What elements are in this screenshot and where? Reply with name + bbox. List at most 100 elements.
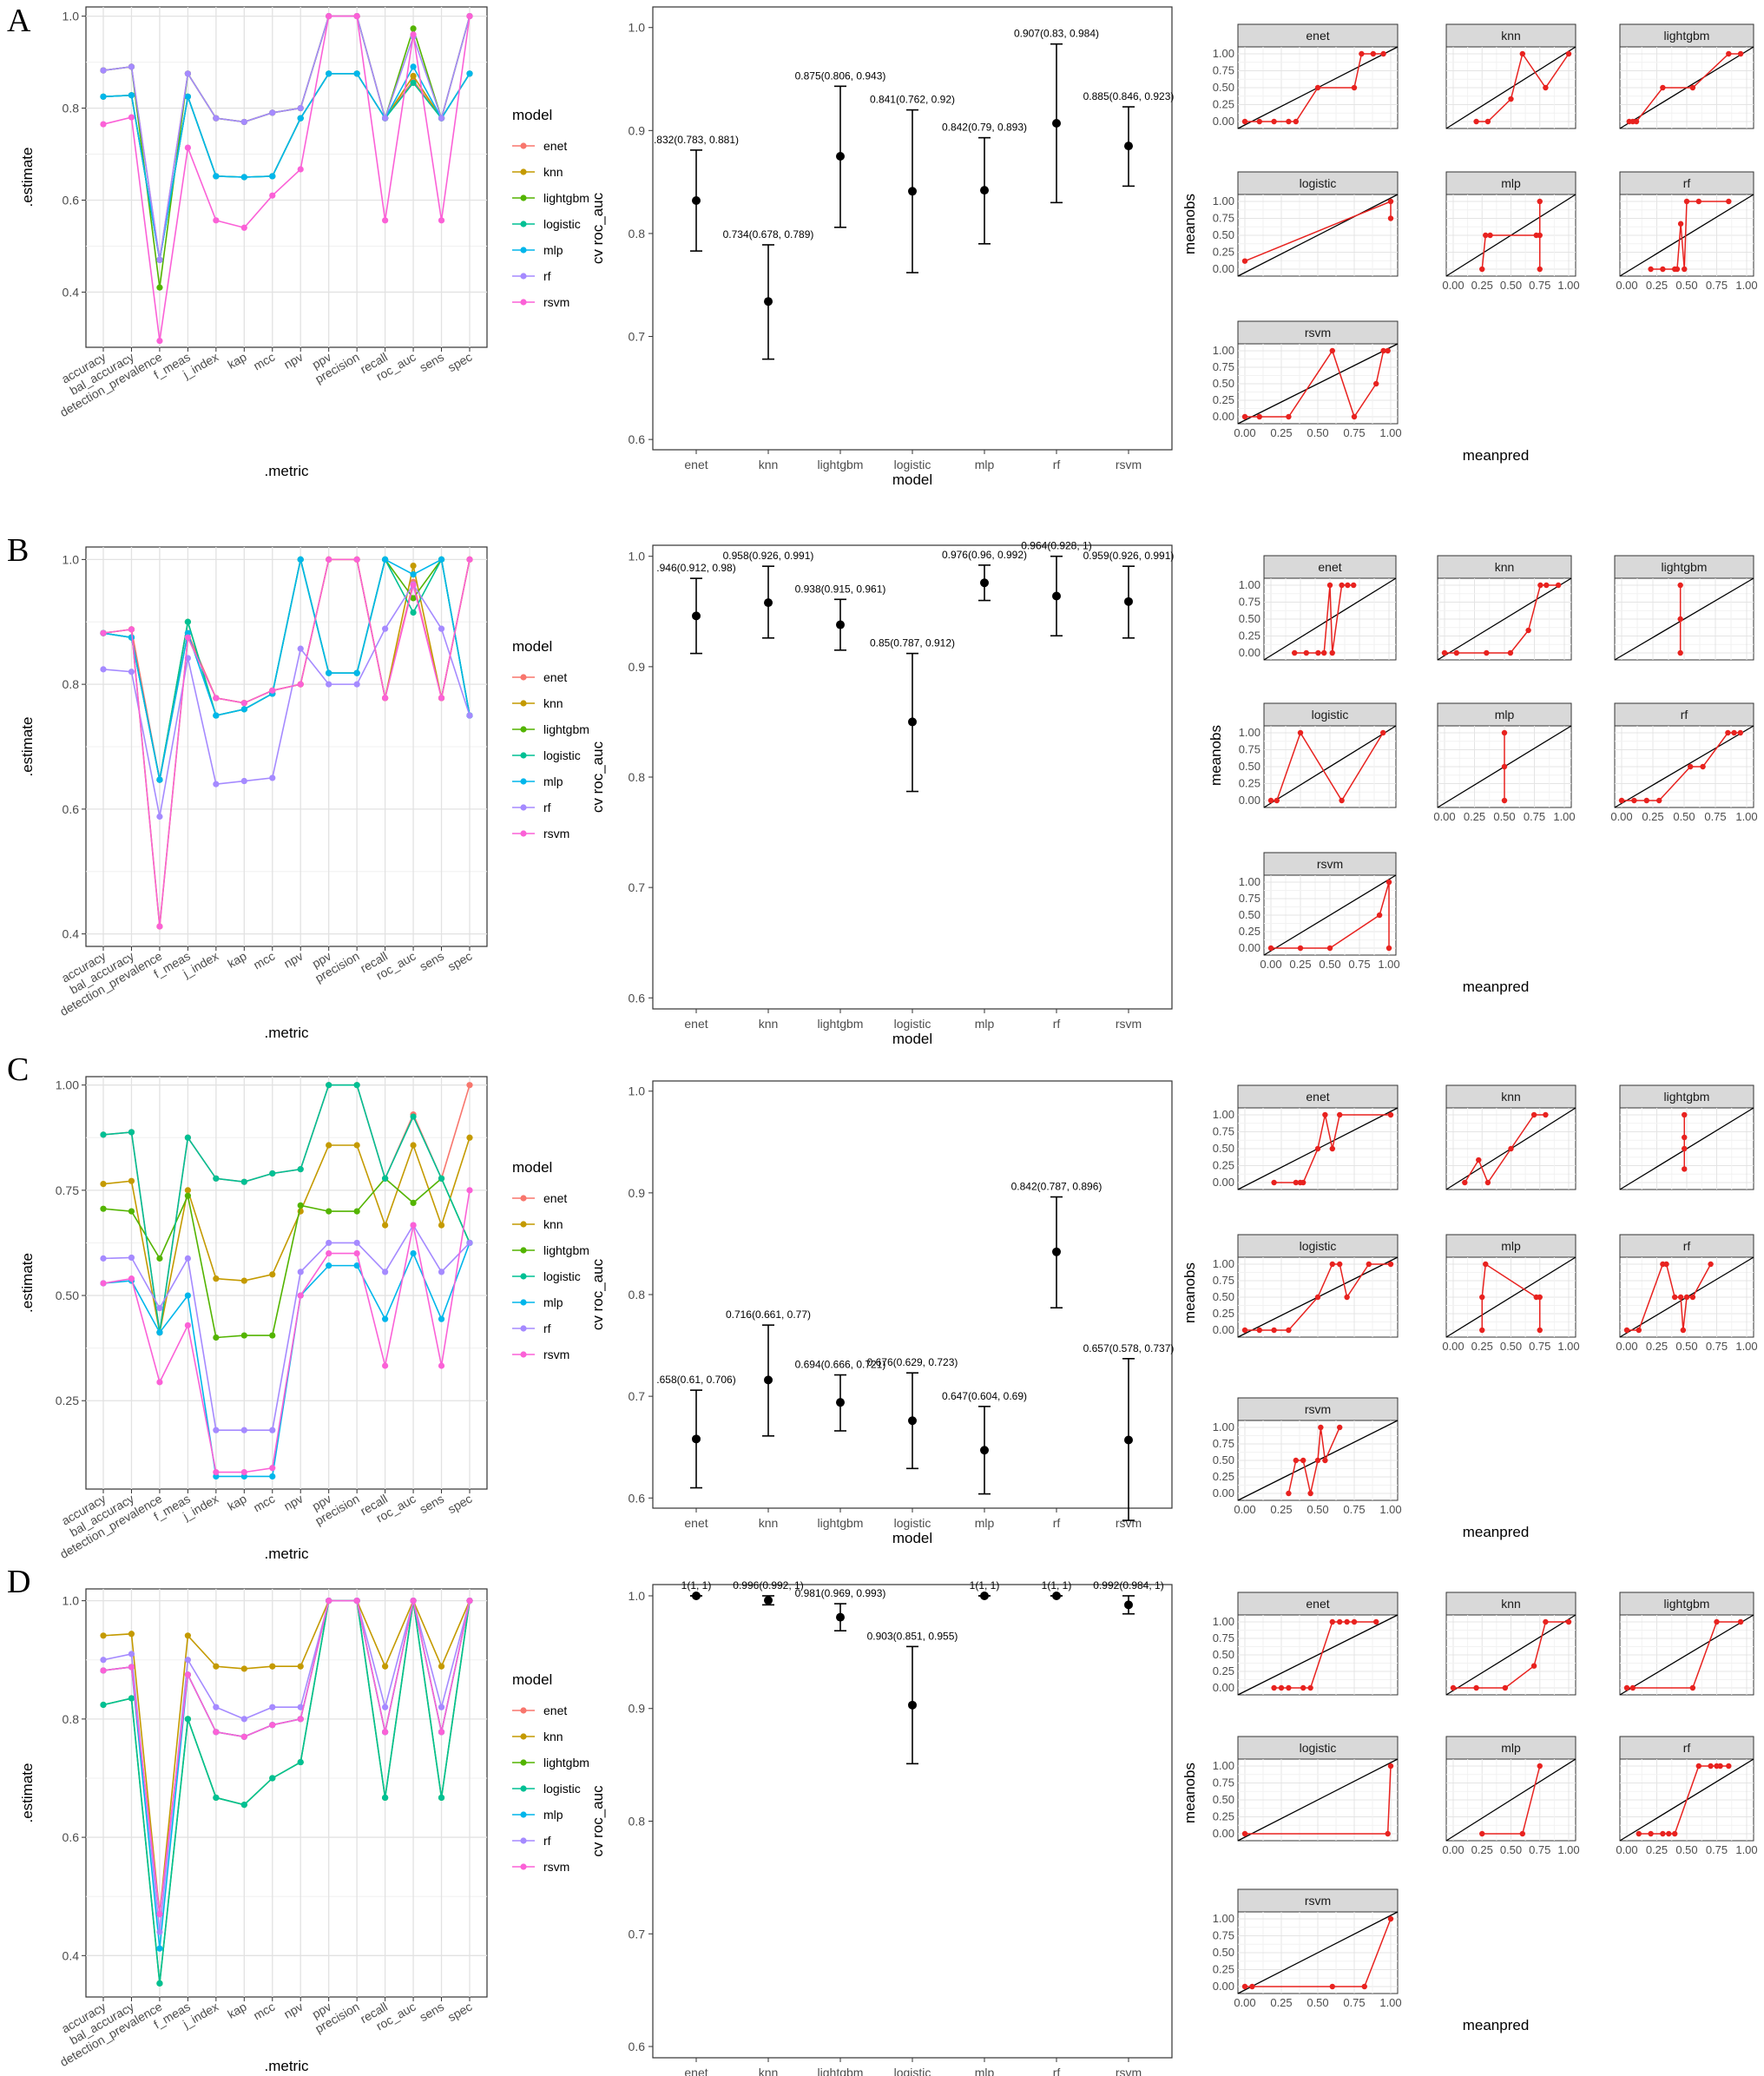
y-tick-label: 0.8 <box>63 677 80 691</box>
x-axis-title: model <box>892 1530 932 1546</box>
calibration-point <box>1677 616 1683 623</box>
calibration-point <box>1267 945 1274 952</box>
mean-point <box>980 186 989 195</box>
facet-strip <box>1614 555 1754 579</box>
point-lightgbm <box>213 1334 220 1341</box>
y-tick-label: 0.6 <box>63 802 80 816</box>
mean-point <box>692 1591 701 1600</box>
point-label: 0.647(0.604, 0.69) <box>942 1390 1027 1402</box>
facet-strip-label: lightgbm <box>1664 29 1710 43</box>
calibration-point <box>1484 649 1490 656</box>
point-logistic <box>128 1129 135 1136</box>
facet-strip <box>1237 23 1399 48</box>
point-knn <box>410 72 417 80</box>
y-tick-label: 0.25 <box>1239 629 1260 643</box>
point-mlp <box>382 1315 389 1322</box>
calibration-point <box>1677 582 1683 589</box>
calibration-point <box>1683 1294 1690 1301</box>
calibration-point <box>1318 1424 1324 1431</box>
legend-key-point-knn <box>520 168 527 175</box>
point-rsvm <box>156 1379 163 1386</box>
y-tick-label: 0.25 <box>1213 1963 1234 1976</box>
legend-label-mlp: mlp <box>543 243 563 257</box>
x-tick-label: 0.75 <box>1706 279 1728 292</box>
y-tick-label: 0.00 <box>1213 1176 1234 1189</box>
legend-key-point-mlp <box>520 1811 527 1818</box>
point-rsvm <box>353 1598 360 1605</box>
facet-strip-label: enet <box>1306 1597 1329 1611</box>
point-label: 0.959(0.926, 0.991) <box>1083 550 1175 562</box>
x-tick-label: rf <box>1053 458 1061 471</box>
calibration-point <box>1241 413 1248 420</box>
point-rf <box>100 1657 107 1664</box>
y-axis-title: meanobs <box>1208 725 1224 786</box>
x-tick-label: knn <box>759 1516 779 1530</box>
calibration-point <box>1329 649 1335 656</box>
point-rf <box>156 813 163 821</box>
x-tick-label: 1.00 <box>1553 810 1575 823</box>
facet-lightgbm: lightgbm <box>1619 23 1754 129</box>
legend-label-logistic: logistic <box>543 1269 581 1283</box>
legend-key-point-rf <box>520 1325 527 1332</box>
point-rsvm <box>269 192 276 199</box>
point-rf <box>466 712 473 719</box>
x-tick-label: mcc <box>251 350 277 373</box>
x-tick-label: enet <box>684 1017 708 1031</box>
point-logistic <box>184 618 191 625</box>
point-rf <box>297 645 304 652</box>
point-rf <box>269 109 276 116</box>
point-rsvm <box>213 1469 220 1476</box>
x-tick-label: mlp <box>975 1017 995 1031</box>
x-tick-label: 0.50 <box>1319 958 1340 971</box>
point-logistic <box>213 1175 220 1182</box>
facet-strip <box>1437 555 1572 579</box>
legend-label-knn: knn <box>543 165 563 179</box>
mean-point <box>980 578 989 588</box>
legend-label-enet: enet <box>543 670 567 684</box>
point-rf <box>240 1716 247 1723</box>
x-tick-label: kap <box>225 2000 249 2021</box>
calibration-point <box>1292 649 1298 656</box>
calibration-point <box>1629 1684 1636 1691</box>
calibration-point <box>1656 797 1662 804</box>
mean-point <box>836 620 845 629</box>
calibration-point <box>1256 1327 1263 1334</box>
facet-strip <box>1237 1397 1399 1421</box>
x-axis-title: meanpred <box>1463 2017 1530 2033</box>
point-mlp <box>297 115 304 122</box>
calibration-point <box>1543 1111 1549 1118</box>
point-logistic <box>100 1701 107 1709</box>
point-rf <box>382 115 389 122</box>
calibration-point <box>1271 1179 1277 1186</box>
point-logistic <box>269 1775 276 1782</box>
point-logistic <box>353 1082 360 1089</box>
point-rsvm <box>438 217 445 224</box>
point-logistic <box>156 1980 163 1987</box>
y-tick-label: 0.00 <box>1213 1486 1234 1499</box>
x-tick-label: 0.25 <box>1646 1340 1668 1353</box>
legend-label-rf: rf <box>543 1834 551 1848</box>
point-rsvm <box>269 687 276 694</box>
calibration-point <box>1737 1618 1744 1625</box>
point-rf <box>240 777 247 785</box>
calibration-point <box>1565 50 1572 57</box>
y-tick-label: 0.25 <box>1213 1664 1234 1677</box>
calibration-point <box>1373 380 1379 387</box>
legend-key-point-rf <box>520 804 527 811</box>
calibration-point <box>1241 1830 1248 1837</box>
point-logistic <box>438 1175 445 1182</box>
calibration-point <box>1286 1327 1292 1334</box>
point-rsvm <box>438 1729 445 1736</box>
calibration-point <box>1286 1490 1292 1497</box>
calibration-point <box>1519 50 1526 57</box>
calibration-point <box>1648 266 1654 273</box>
point-rsvm <box>382 1729 389 1736</box>
series-line-rsvm <box>102 1190 471 1473</box>
calibration-point <box>1271 118 1277 125</box>
calibration-point <box>1682 1134 1688 1141</box>
point-rf <box>438 1269 445 1275</box>
facet-strip-label: rsvm <box>1305 1894 1331 1908</box>
mean-point <box>1052 119 1061 129</box>
mean-point <box>1052 1247 1061 1256</box>
point-mlp <box>184 629 191 636</box>
